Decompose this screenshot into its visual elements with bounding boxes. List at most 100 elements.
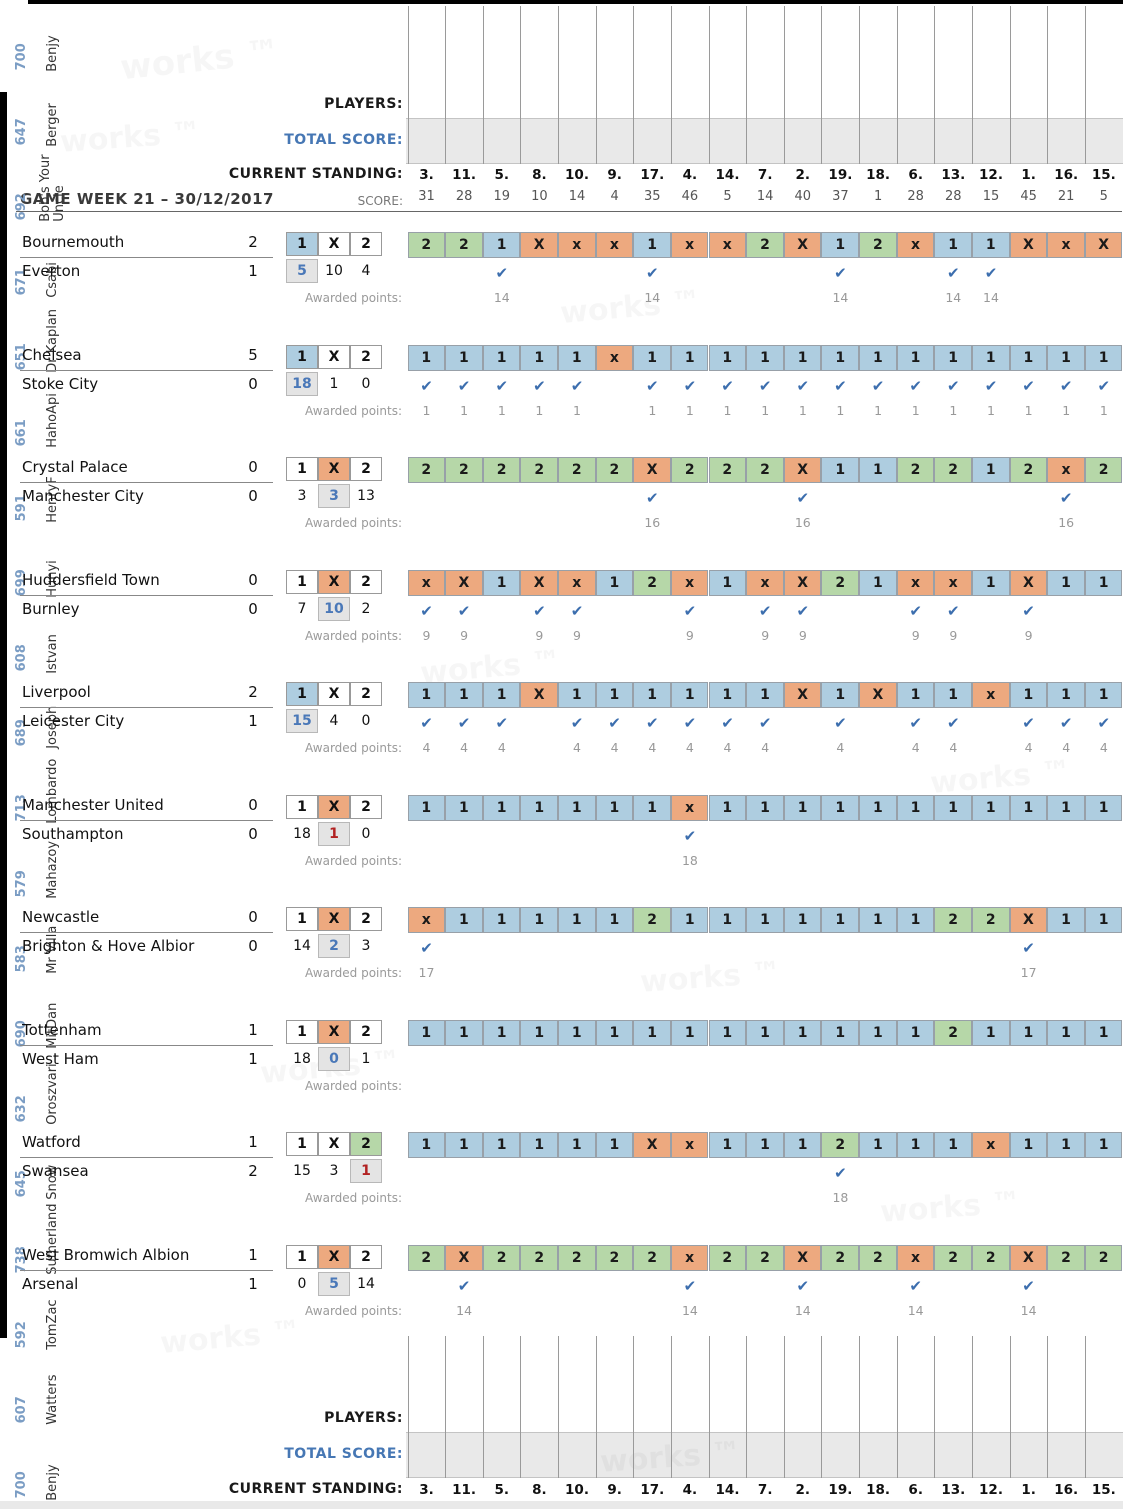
awarded-points-value: 1 xyxy=(761,403,770,418)
prediction-cell: 1 xyxy=(1084,682,1123,708)
awarded-points-value: 9 xyxy=(460,628,469,643)
prediction-cell: X xyxy=(1009,232,1048,258)
result-option-1: 1 xyxy=(286,1020,318,1044)
prediction-cell: 1 xyxy=(821,907,859,933)
player-week-score: 28 xyxy=(455,189,473,204)
awarded-points-value: 4 xyxy=(685,740,694,755)
prediction-cell: 1 xyxy=(972,795,1010,821)
column-separator xyxy=(407,1336,409,1478)
prediction-cell: x xyxy=(746,570,784,596)
away-team-score: 0 xyxy=(248,600,258,618)
player-standing: 5. xyxy=(494,1482,510,1498)
awarded-points-label: Awarded points: xyxy=(305,854,402,868)
prediction-cell: 1 xyxy=(482,345,521,371)
prediction-cell: 1 xyxy=(896,682,935,708)
result-option-2: 2 xyxy=(350,1132,382,1156)
pick-count-1: 18 xyxy=(293,1051,311,1067)
player-week-score: 31 xyxy=(418,189,435,204)
prediction-cell: 1 xyxy=(859,907,897,933)
prediction-cell: 1 xyxy=(445,907,483,933)
players-label: PLAYERS: xyxy=(324,96,403,112)
home-team-score: 1 xyxy=(248,1021,258,1039)
prediction-cell: x xyxy=(407,907,446,933)
prediction-cell: 1 xyxy=(783,1020,822,1046)
away-team-score: 0 xyxy=(248,487,258,505)
result-option-2: 2 xyxy=(350,570,382,594)
column-separator xyxy=(746,1336,748,1478)
correct-check-icon: ✔ xyxy=(834,1164,847,1182)
prediction-cell: 2 xyxy=(407,457,446,483)
away-team-name: Swansea xyxy=(22,1162,89,1180)
correct-check-icon: ✔ xyxy=(834,264,847,282)
player-week-score: 14 xyxy=(756,189,774,204)
pick-count-2: 14 xyxy=(357,1276,375,1292)
result-option-1: 1 xyxy=(286,795,318,819)
player-standing: 13. xyxy=(941,167,966,183)
prediction-cell: 1 xyxy=(859,457,897,483)
correct-check-icon: ✔ xyxy=(533,602,546,620)
pick-count-2: 0 xyxy=(361,826,371,842)
prediction-cell: 1 xyxy=(482,570,521,596)
away-team-name: Stoke City xyxy=(22,375,99,393)
pick-count-x: 3 xyxy=(318,484,350,508)
result-option-x: X xyxy=(318,457,350,481)
prediction-cell: 1 xyxy=(708,570,747,596)
correct-check-icon: ✔ xyxy=(1059,377,1073,395)
total-score-band-footer xyxy=(406,1432,1123,1478)
column-separator xyxy=(783,6,785,164)
player-standing: 15. xyxy=(1091,1482,1116,1498)
prediction-cell: 1 xyxy=(972,232,1010,258)
awarded-points-label: Awarded points: xyxy=(305,741,402,755)
awarded-points-value: 14 xyxy=(907,1303,924,1318)
home-team-score: 5 xyxy=(248,346,258,364)
result-option-2: 2 xyxy=(350,795,382,819)
prediction-cell: 1 xyxy=(595,1132,634,1158)
correct-check-icon: ✔ xyxy=(947,602,960,620)
prediction-cell: 1 xyxy=(407,345,446,371)
awarded-points-value: 14 xyxy=(983,290,999,305)
correct-check-icon: ✔ xyxy=(420,377,433,395)
result-option-x: X xyxy=(318,232,350,256)
prediction-cell: 2 xyxy=(670,457,709,483)
column-separator xyxy=(708,1336,710,1478)
watermark-text: works ™ xyxy=(159,1314,303,1361)
prediction-cell: 1 xyxy=(1047,907,1085,933)
prediction-cell: 2 xyxy=(746,457,784,483)
prediction-cell: 1 xyxy=(595,1020,634,1046)
prediction-cell: 2 xyxy=(407,1245,446,1271)
player-standing: 6. xyxy=(908,167,923,183)
prediction-cell: 1 xyxy=(746,1020,784,1046)
prediction-cell: 1 xyxy=(859,1132,897,1158)
awarded-points-value: 16 xyxy=(644,515,661,530)
correct-check-icon: ✔ xyxy=(947,377,960,395)
home-team-name: Manchester United xyxy=(22,796,164,814)
awarded-points-value: 4 xyxy=(723,740,732,755)
correct-check-icon: ✔ xyxy=(420,602,433,620)
result-option-1: 1 xyxy=(286,907,318,931)
prediction-cell: 1 xyxy=(595,795,634,821)
current-standing-label-footer: CURRENT STANDING: xyxy=(228,1481,403,1497)
player-standing: 13. xyxy=(941,1482,966,1498)
prediction-cell: 1 xyxy=(445,795,483,821)
prediction-cell: 1 xyxy=(708,345,747,371)
home-team-score: 0 xyxy=(248,908,258,926)
prediction-cell: 1 xyxy=(708,907,747,933)
watermark-text: works ™ xyxy=(118,32,282,89)
prediction-cell: 1 xyxy=(633,795,671,821)
correct-check-icon: ✔ xyxy=(1097,377,1111,395)
prediction-cell: 1 xyxy=(482,682,521,708)
player-standing: 16. xyxy=(1054,1482,1079,1498)
prediction-cell: 2 xyxy=(934,457,972,483)
team-divider xyxy=(20,1270,273,1271)
awarded-points-value: 1 xyxy=(723,403,732,418)
prediction-cell: X xyxy=(1009,1245,1048,1271)
awarded-points-value: 9 xyxy=(911,628,920,643)
away-team-name: West Ham xyxy=(22,1050,99,1068)
prediction-cell: 1 xyxy=(708,1020,747,1046)
prediction-cell: 1 xyxy=(934,795,972,821)
prediction-cell: x xyxy=(670,795,709,821)
prediction-cell: X xyxy=(1084,232,1123,258)
pick-count-1: 14 xyxy=(293,938,311,954)
prediction-cell: X xyxy=(783,232,822,258)
